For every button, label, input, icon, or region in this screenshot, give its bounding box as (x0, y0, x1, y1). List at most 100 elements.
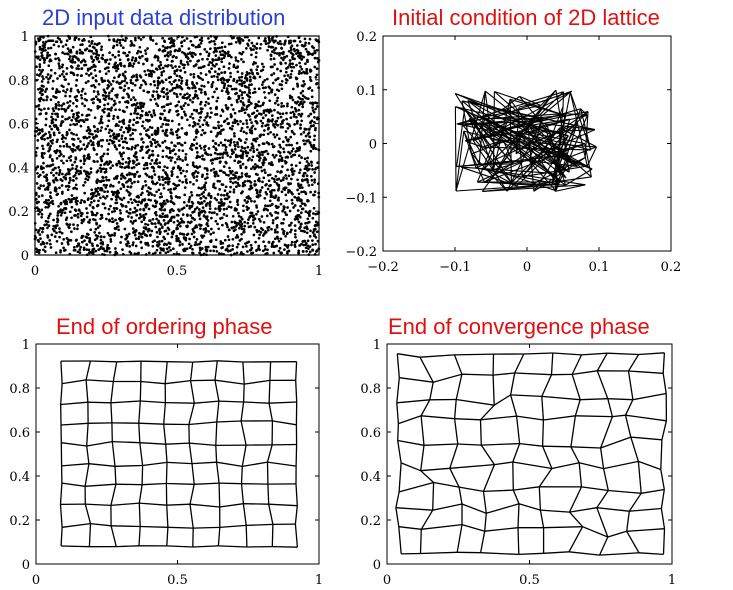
data-point (164, 251, 168, 255)
data-point (105, 139, 109, 142)
data-point (253, 127, 257, 131)
data-point (290, 167, 294, 171)
data-point (87, 107, 90, 111)
lattice-edge (483, 91, 564, 170)
data-point (68, 37, 71, 40)
data-point (248, 88, 251, 92)
data-point (253, 179, 257, 183)
data-point (246, 179, 250, 183)
lattice-edge (523, 352, 553, 355)
data-point (246, 44, 250, 47)
data-point (79, 171, 83, 175)
data-point (122, 89, 126, 92)
data-point (251, 215, 255, 219)
data-point (225, 89, 229, 93)
data-point (291, 87, 295, 91)
x-tick-label: 0 (31, 264, 39, 279)
data-point (273, 48, 276, 52)
data-point (216, 193, 220, 196)
data-point (103, 163, 106, 166)
data-point (284, 186, 288, 190)
data-point (42, 98, 45, 102)
data-point (38, 58, 42, 62)
x-tick-label: 1 (668, 573, 676, 588)
data-point (307, 50, 310, 54)
data-point (262, 65, 265, 69)
lattice-edge (596, 490, 609, 509)
data-point (99, 117, 103, 121)
data-point (189, 147, 192, 150)
data-point (147, 251, 151, 255)
data-point (155, 90, 159, 94)
lattice-edge (625, 414, 667, 422)
data-point (218, 50, 222, 54)
data-point (238, 89, 242, 92)
data-point (236, 161, 240, 165)
data-point (137, 235, 141, 239)
data-point (163, 132, 167, 135)
data-point (210, 111, 213, 115)
data-point (272, 133, 276, 136)
data-point (100, 188, 104, 192)
data-point (218, 46, 222, 50)
data-point (304, 246, 308, 250)
data-point (290, 96, 294, 99)
data-point (97, 199, 100, 203)
lattice-edge (660, 489, 665, 509)
data-point (215, 157, 219, 161)
data-point (99, 238, 103, 242)
data-point (124, 126, 128, 130)
data-point (282, 232, 286, 236)
data-point (147, 207, 151, 211)
lattice-edge (214, 380, 220, 402)
data-point (45, 178, 49, 182)
data-point (229, 249, 232, 252)
data-point (150, 165, 154, 169)
data-point (210, 39, 213, 43)
data-point (220, 202, 224, 206)
lattice-edge (219, 524, 247, 529)
data-point (250, 83, 253, 86)
data-point (42, 85, 45, 88)
lattice-edge (569, 91, 592, 151)
data-point (161, 141, 165, 144)
data-point (155, 42, 158, 46)
data-point (198, 125, 202, 129)
lattice-edge (486, 503, 520, 514)
data-point (159, 63, 163, 67)
data-point (189, 59, 192, 63)
data-point (212, 231, 215, 235)
data-point (313, 180, 316, 184)
data-point (275, 224, 279, 227)
lattice-edge (491, 139, 597, 148)
data-point (60, 137, 64, 141)
data-point (138, 116, 142, 120)
data-point (242, 108, 246, 112)
y-tick-label: 0 (369, 138, 377, 153)
data-point (217, 204, 221, 208)
data-point (304, 134, 308, 138)
lattice-edge (519, 133, 559, 185)
data-point (166, 45, 169, 49)
data-point (248, 71, 251, 75)
data-point (49, 59, 53, 63)
data-point (68, 104, 71, 108)
data-point (103, 249, 107, 253)
data-point (121, 38, 125, 42)
data-point (169, 194, 173, 198)
data-point (35, 182, 39, 185)
data-point (185, 170, 189, 173)
data-point (58, 210, 62, 214)
lattice-edge (110, 402, 113, 423)
data-point (124, 160, 128, 164)
data-point (56, 214, 60, 217)
data-point (204, 181, 208, 185)
data-point (192, 44, 195, 47)
data-point (42, 161, 45, 165)
data-point (270, 227, 273, 231)
lattice-edge (217, 360, 243, 363)
data-point (64, 206, 68, 210)
data-point (93, 85, 97, 89)
data-point (96, 107, 100, 110)
lattice-edge (165, 379, 191, 385)
